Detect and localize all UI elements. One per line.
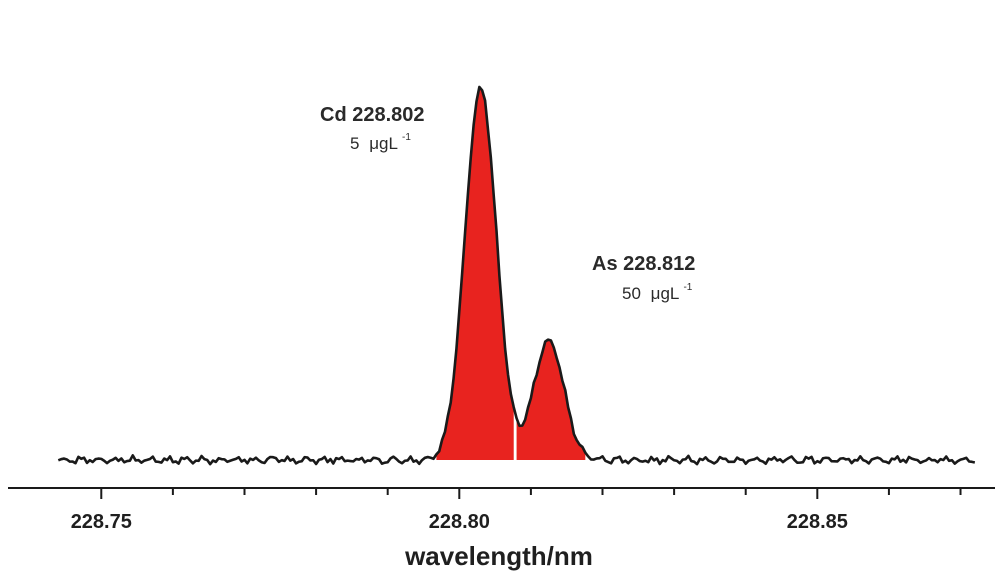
x-tick-label: 228.85 bbox=[787, 511, 848, 533]
cd-peak-label: Cd 228.802 bbox=[320, 104, 425, 126]
x-tick-label: 228.75 bbox=[71, 511, 132, 533]
as-peak-fill bbox=[516, 339, 586, 460]
as-peak-label: As 228.812 bbox=[592, 253, 695, 275]
x-axis-title: wavelength/nm bbox=[404, 541, 593, 571]
peak-fills bbox=[436, 86, 586, 460]
as-concentration-unit: μgL bbox=[651, 284, 679, 303]
as-concentration-value: 50 bbox=[622, 284, 641, 303]
cd-peak-fill bbox=[436, 86, 514, 460]
as-concentration-exponent: -1 bbox=[683, 282, 692, 293]
cd-concentration-unit: μgL bbox=[369, 134, 397, 153]
spectrum-line bbox=[57, 85, 976, 466]
spectrum-line-group bbox=[57, 85, 976, 466]
x-axis-ticks: 228.75 228.80 228.85 bbox=[71, 488, 962, 533]
x-tick-label: 228.80 bbox=[429, 511, 490, 533]
cd-concentration-label: 5 μgL -1 bbox=[350, 132, 411, 153]
cd-concentration-exponent: -1 bbox=[402, 132, 411, 143]
peak-labels: Cd 228.802 5 μgL -1 As 228.812 50 μgL -1 bbox=[320, 104, 695, 303]
cd-concentration-value: 5 bbox=[350, 134, 359, 153]
as-concentration-label: 50 μgL -1 bbox=[622, 282, 693, 303]
